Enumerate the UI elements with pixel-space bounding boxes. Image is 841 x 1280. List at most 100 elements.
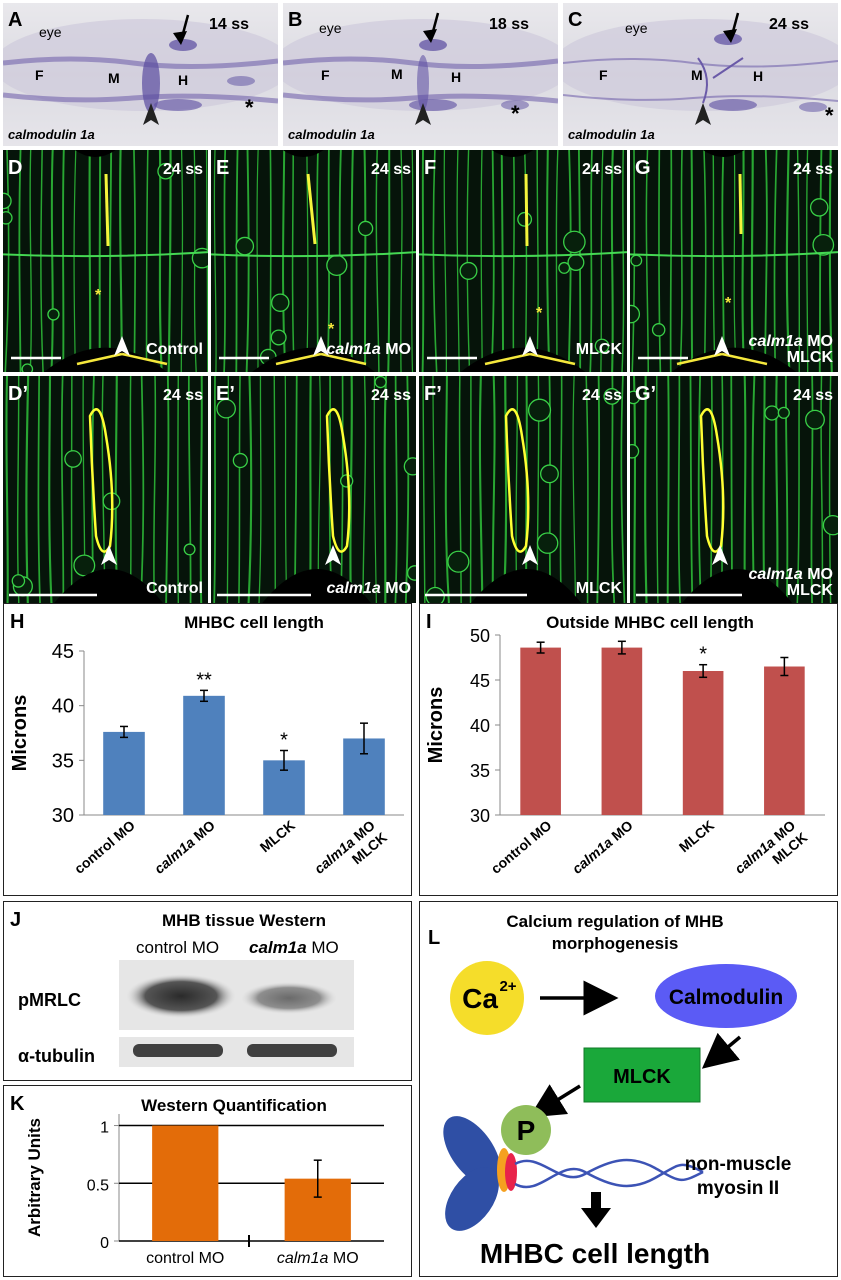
panel-label-h: H — [10, 611, 25, 633]
bar — [682, 671, 724, 815]
y-axis-label: Arbitrary Units — [25, 1118, 44, 1237]
outcome-arrow-shaft — [591, 1192, 601, 1210]
panel-label: E — [216, 157, 229, 179]
chart-k: 0 0.5 1 Arbitrary Units control MO calm1a MO — [25, 1114, 384, 1267]
y-tick-label: 35 — [52, 750, 74, 772]
outcome-label: MHBC cell length — [480, 1238, 710, 1269]
stage-label: 24 ss — [163, 387, 203, 404]
panel-label: C — [568, 9, 582, 31]
asterisk-label: * — [511, 101, 520, 126]
myosin-label-1: non-muscle — [685, 1154, 792, 1175]
y-tick-label: 40 — [52, 696, 74, 718]
arrow-head-icon — [723, 29, 737, 43]
arrowhead-icon — [712, 545, 728, 565]
calmodulin-node — [655, 964, 797, 1028]
condition-label: calm1a MO — [749, 566, 833, 583]
significance-label: ** — [196, 669, 212, 691]
condition-label: Control — [146, 341, 203, 358]
asterisk-label: * — [825, 103, 834, 128]
confocal-panel-prime-2: E’ 24 ss calm1a MO — [211, 376, 416, 603]
confocal-panel-1: * D 24 ss Control — [3, 150, 208, 372]
stage-label: 24 ss — [793, 161, 833, 178]
midbrain-label: M — [391, 66, 403, 82]
pathway-diagram: Ca 2+ Calmodulin MLCK P non-muscle myosi… — [443, 961, 797, 1269]
myosin-label-2: myosin II — [697, 1178, 779, 1199]
phosphate-node — [501, 1105, 551, 1155]
panel-label: B — [288, 9, 302, 31]
confocal-image: * F 24 ss MLCK — [419, 150, 627, 372]
panel-label: F’ — [424, 383, 442, 405]
arrowhead-icon — [325, 545, 341, 565]
panel-label-i: I — [426, 611, 432, 633]
arrowhead-icon — [114, 336, 130, 356]
calcium-label: Ca — [462, 983, 498, 1014]
stage-label: 24 ss — [793, 387, 833, 404]
confocal-image: F’ 24 ss MLCK — [422, 376, 626, 603]
eye-label: eye — [319, 20, 342, 36]
y-tick-label: 1 — [100, 1120, 109, 1137]
ish-panel-b: B 18 ss eye F M H * calmodulin 1a — [283, 3, 558, 146]
stage-label: 14 ss — [209, 16, 249, 33]
length-bar — [104, 173, 110, 247]
panel-i: I Outside MHBC cell length 30 35 40 45 50 Mic… — [419, 603, 838, 896]
outlined-cell — [325, 408, 351, 553]
y-tick-label: 50 — [470, 626, 490, 646]
calcium-charge: 2+ — [499, 978, 516, 995]
forebrain-label: F — [321, 67, 330, 83]
x-tick-label: MLCK — [257, 817, 298, 855]
condition-label: calm1a MO — [749, 333, 833, 350]
gene-label: calmodulin 1a — [288, 127, 375, 142]
y-tick-label: 35 — [470, 761, 490, 781]
confocal-panel-prime-4: G’ 24 ss calm1a MO MLCK — [630, 376, 838, 603]
stage-label: 24 ss — [582, 387, 622, 404]
arrowhead-icon — [101, 545, 117, 565]
chart-i-title: Outside MHBC cell length — [546, 613, 754, 632]
panel-j: J MHB tissue Western control MO calm1a M… — [3, 901, 412, 1081]
hindbrain-label: H — [451, 69, 461, 85]
embryo-image: A 14 ss eye F M H * calmodulin 1a — [3, 9, 278, 142]
band-tubulin-control — [133, 1044, 223, 1057]
chart-h-title: MHBC cell length — [184, 613, 324, 632]
length-bar — [306, 173, 317, 245]
panel-label: D — [8, 157, 22, 179]
asterisk-marker: * — [536, 305, 543, 322]
asterisk-marker: * — [95, 287, 102, 304]
y-tick-label: 45 — [52, 641, 74, 663]
confocal-panel-prime-3: F’ 24 ss MLCK — [419, 376, 627, 603]
pathway-title: Calcium regulation of MHB morphogenesis — [506, 912, 724, 953]
y-tick-label: 45 — [470, 671, 490, 691]
myosin-illustration — [443, 1116, 704, 1231]
asterisk-marker: * — [328, 321, 335, 338]
length-bar — [738, 173, 743, 235]
x-tick-label: control MO — [71, 817, 138, 877]
panel-label-l: L — [428, 927, 441, 949]
confocal-image: * E 24 ss calm1a MO — [211, 150, 416, 372]
condition-label: Control — [146, 580, 203, 597]
calmodulin-label: Calmodulin — [669, 986, 783, 1009]
calcium-node — [450, 961, 524, 1035]
western-title: MHB tissue Western — [161, 911, 327, 930]
y-tick-label: 0 — [100, 1235, 109, 1252]
x-tick-label: control MO — [146, 1250, 224, 1267]
bar — [152, 1125, 219, 1241]
arrowhead-icon — [143, 103, 159, 125]
stage-label: 24 ss — [163, 161, 203, 178]
outlined-cell — [88, 408, 114, 553]
band-pmrlc-calm1a — [241, 982, 337, 1014]
gene-label: calmodulin 1a — [568, 127, 655, 142]
embryo-image: B 18 ss eye F M H * calmodulin 1a — [283, 9, 558, 142]
arrow-head-icon — [423, 29, 437, 43]
significance-label: * — [280, 729, 288, 751]
confocal-panel-4: * G 24 ss calm1a MO MLCK — [630, 150, 838, 372]
panel-k: K Western Quantification 0 0.5 1 Arbitrary … — [3, 1085, 412, 1277]
condition-label-2: MLCK — [787, 582, 834, 599]
band-tubulin-calm1a — [247, 1044, 337, 1057]
panel-l: L Calcium regulation of MHB morphogenesi… — [419, 901, 838, 1277]
condition-label: MLCK — [576, 580, 623, 597]
asterisk-marker: * — [725, 295, 732, 312]
panel-label: A — [8, 9, 22, 31]
chart-i: 30 35 40 45 50 Microns control MO calm1a MO * MLC… — [425, 626, 825, 877]
arrowhead-icon — [313, 336, 329, 356]
chart-h: 30 35 40 45 Microns control MO ** calm1a MO * MLC… — [9, 641, 404, 877]
